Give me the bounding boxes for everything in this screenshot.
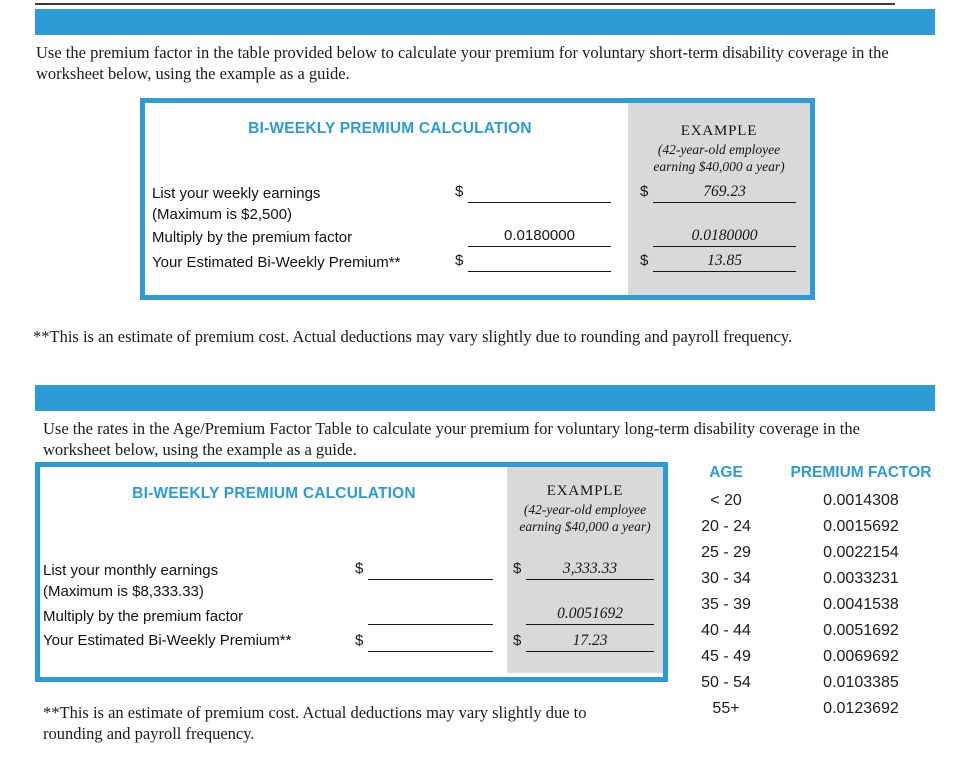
monthly-earnings-label: List your monthly earnings (Maximum is $… — [43, 562, 219, 600]
input-line[interactable] — [368, 605, 493, 625]
age-cell: 20 - 24 — [701, 518, 751, 535]
long-term-header-label: VOLUNTARY LONG-TERM DISABILITY PREMIUM C… — [52, 415, 528, 432]
long-term-worksheet-box: BI-WEEKLY PREMIUM CALCULATION EXAMPLE (4… — [35, 462, 668, 682]
input-line[interactable] — [368, 560, 493, 580]
age-cell: 50 - 54 — [701, 674, 751, 691]
factor-cell: 0.0015692 — [823, 518, 899, 535]
factor-cell: 0.0014308 — [823, 492, 899, 509]
example-title: EXAMPLE — [546, 483, 624, 499]
short-term-description-line2: worksheet below, using the example as a … — [36, 64, 350, 83]
age-cell: 45 - 49 — [701, 648, 751, 665]
currency-symbol: $ — [355, 560, 364, 577]
age-premium-factor-table: AGE PREMIUM FACTOR < 20 0.0014308 20 - 24… — [686, 464, 936, 722]
currency-symbol: $ — [513, 632, 522, 649]
short-term-worksheet-box: BI-WEEKLY PREMIUM CALCULATION EXAMPLE (4… — [140, 98, 815, 300]
age-table-header-row: AGE PREMIUM FACTOR — [686, 464, 936, 488]
age-table-row: 20 - 24 0.0015692 — [686, 514, 936, 540]
example-estimated-premium: $17.23 — [513, 632, 654, 652]
age-cell: 35 - 39 — [701, 596, 751, 613]
factor-cell: 0.0051692 — [823, 622, 899, 639]
estimated-premium-label: Your Estimated Bi-Weekly Premium** — [43, 632, 292, 649]
long-term-description-line2: worksheet below, using the example as a … — [43, 440, 357, 459]
premium-factor-label: Multiply by the premium factor — [43, 608, 244, 625]
example-header: EXAMPLE (42-year-old employee earning $4… — [628, 123, 810, 175]
example-line: 17.23 — [526, 632, 654, 652]
age-table-row: 35 - 39 0.0041538 — [686, 592, 936, 618]
example-subtitle-line1: (42-year-old employee — [523, 502, 647, 517]
age-table-row: 45 - 49 0.0069692 — [686, 644, 936, 670]
top-divider — [35, 3, 895, 5]
example-line: 3,333.33 — [526, 560, 654, 580]
example-estimated-premium: $13.85 — [640, 252, 796, 272]
factor-cell: 0.0033231 — [823, 570, 899, 587]
long-term-description-line1: Use the rates in the Age/Premium Factor … — [43, 419, 860, 438]
example-subtitle-line2: earning $40,000 a year) — [519, 519, 651, 534]
premium-factor-label: Multiply by the premium factor — [152, 229, 353, 246]
factor-cell: 0.0069692 — [823, 648, 899, 665]
premium-factor-input[interactable] — [368, 605, 493, 625]
long-term-header-bar: VOLUNTARY LONG-TERM DISABILITY PREMIUM C… — [35, 385, 935, 432]
example-column-background — [628, 103, 810, 295]
premium-factor-value: 0.0180000 — [468, 227, 611, 247]
long-term-footnote-line1: **This is an estimate of premium cost. A… — [43, 703, 587, 722]
short-term-description-line1: Use the premium factor in the table prov… — [36, 43, 889, 62]
input-line[interactable] — [368, 632, 493, 652]
factor-cell: 0.0103385 — [823, 674, 899, 691]
short-term-header-bar: VOLUNTARY SHORT-TERM DISABILITY PREMIUM … — [35, 9, 935, 56]
short-term-footnote: **This is an estimate of premium cost. A… — [33, 327, 793, 346]
age-cell: 40 - 44 — [701, 622, 751, 639]
example-monthly-earnings: $3,333.33 — [513, 560, 654, 580]
age-table-row: < 20 0.0014308 — [686, 488, 936, 514]
example-line: 0.0180000 — [653, 227, 796, 247]
input-line[interactable] — [468, 183, 611, 203]
age-table-row: 40 - 44 0.0051692 — [686, 618, 936, 644]
example-header: EXAMPLE (42-year-old employee earning $4… — [507, 483, 663, 535]
example-line: 13.85 — [653, 252, 796, 272]
factor-cell: 0.0041538 — [823, 596, 899, 613]
factor-cell: 0.0123692 — [823, 700, 899, 717]
example-subtitle-line2: earning $40,000 a year) — [653, 159, 785, 174]
example-title: EXAMPLE — [680, 123, 758, 139]
monthly-earnings-input[interactable]: $ — [355, 560, 493, 580]
example-line: 0.0051692 — [526, 605, 654, 625]
example-subtitle-line1: (42-year-old employee — [657, 142, 781, 157]
example-column-background — [507, 467, 663, 673]
age-table-row: 25 - 29 0.0022154 — [686, 540, 936, 566]
example-premium-factor: 0.0051692 — [526, 605, 654, 625]
estimated-premium-input[interactable]: $ — [455, 252, 611, 272]
worksheet-title: BI-WEEKLY PREMIUM CALCULATION — [248, 120, 532, 137]
age-cell: 25 - 29 — [701, 544, 751, 561]
example-premium-factor: 0.0180000 — [653, 227, 796, 247]
example-weekly-earnings: $769.23 — [640, 183, 796, 203]
age-column-header: AGE — [709, 464, 743, 481]
currency-symbol: $ — [640, 183, 649, 200]
estimated-premium-input[interactable]: $ — [355, 632, 493, 652]
estimated-premium-label: Your Estimated Bi-Weekly Premium** — [152, 254, 401, 271]
currency-symbol: $ — [513, 560, 522, 577]
age-cell: 30 - 34 — [701, 570, 751, 587]
currency-symbol: $ — [355, 632, 364, 649]
short-term-header-label: VOLUNTARY SHORT-TERM DISABILITY PREMIUM … — [52, 39, 532, 56]
example-line: 769.23 — [653, 183, 796, 203]
currency-symbol: $ — [455, 252, 464, 269]
currency-symbol: $ — [455, 183, 464, 200]
age-cell: < 20 — [710, 492, 742, 509]
input-line: 0.0180000 — [468, 227, 611, 247]
currency-symbol: $ — [640, 252, 649, 269]
weekly-earnings-label: List your weekly earnings (Maximum is $2… — [152, 185, 321, 223]
premium-factor-column-header: PREMIUM FACTOR — [790, 464, 932, 481]
worksheet-title: BI-WEEKLY PREMIUM CALCULATION — [132, 485, 416, 502]
factor-cell: 0.0022154 — [823, 544, 899, 561]
age-table-row: 30 - 34 0.0033231 — [686, 566, 936, 592]
age-table-row: 50 - 54 0.0103385 — [686, 670, 936, 696]
age-table-row: 55+ 0.0123692 — [686, 696, 936, 722]
long-term-footnote-line2: rounding and payroll frequency. — [43, 724, 255, 743]
input-line[interactable] — [468, 252, 611, 272]
weekly-earnings-input[interactable]: $ — [455, 183, 611, 203]
age-cell: 55+ — [712, 700, 740, 717]
